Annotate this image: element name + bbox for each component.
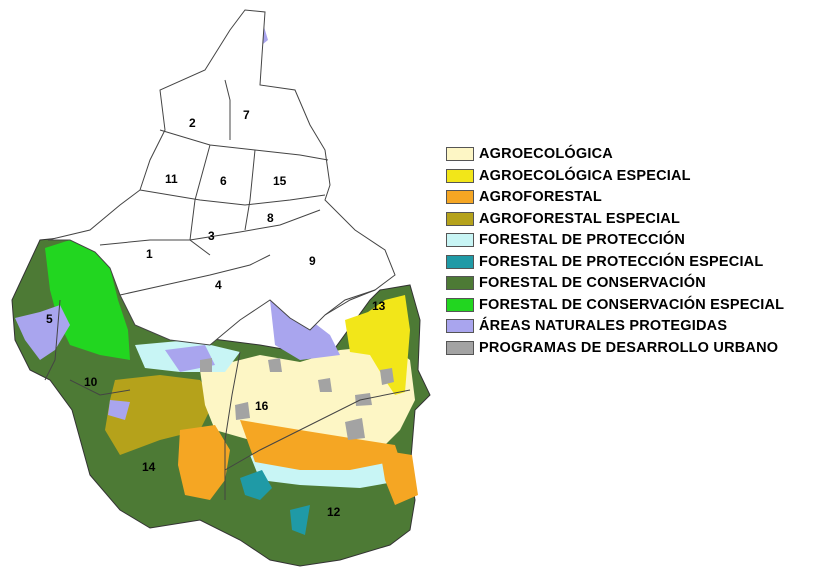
legend-label: AGROFORESTAL ESPECIAL xyxy=(479,210,681,227)
district-boundaries xyxy=(44,79,411,500)
district-label-1: 1 xyxy=(146,247,153,261)
legend-item: AGROFORESTAL xyxy=(446,187,826,209)
agroecologica-especial-area xyxy=(345,295,410,395)
legend-swatch xyxy=(446,190,474,204)
map-legend: AGROECOLÓGICA AGROECOLÓGICA ESPECIAL AGROF… xyxy=(446,144,826,359)
legend-label: FORESTAL DE PROTECCIÓN ESPECIAL xyxy=(479,253,764,270)
legend-label: ÁREAS NATURALES PROTEGIDAS xyxy=(479,318,728,334)
legend-swatch xyxy=(446,211,474,226)
legend-label: FORESTAL DE CONSERVACIÓN ESPECIAL xyxy=(479,296,785,313)
district-label-9: 9 xyxy=(309,254,316,268)
legend-label: FORESTAL DE CONSERVACIÓN xyxy=(479,275,706,291)
legend-item: FORESTAL DE CONSERVACIÓN xyxy=(446,273,826,295)
legend-label: FORESTAL DE PROTECCIÓN xyxy=(479,232,686,248)
legend-swatch xyxy=(446,147,474,161)
district-label-10: 10 xyxy=(84,375,98,389)
district-label-16: 16 xyxy=(255,399,269,413)
legend-item: FORESTAL DE PROTECCIÓN xyxy=(446,230,826,252)
district-label-3: 3 xyxy=(208,229,215,243)
district-label-6: 6 xyxy=(220,174,227,188)
legend-swatch xyxy=(446,276,474,290)
district-label-5: 5 xyxy=(46,312,53,326)
district-label-11: 11 xyxy=(165,172,178,186)
legend-item: FORESTAL DE CONSERVACIÓN ESPECIAL xyxy=(446,295,826,317)
legend-swatch xyxy=(446,297,474,312)
legend-swatch xyxy=(446,319,474,333)
legend-swatch xyxy=(446,254,474,269)
legend-swatch xyxy=(446,168,474,183)
district-label-7: 7 xyxy=(243,108,250,122)
district-label-12: 12 xyxy=(327,505,341,519)
legend-label: AGROECOLÓGICA xyxy=(479,146,613,162)
legend-item: AGROECOLÓGICA xyxy=(446,144,826,166)
legend-label: AGROFORESTAL xyxy=(479,189,602,205)
legend-item: AGROFORESTAL ESPECIAL xyxy=(446,209,826,231)
legend-item: FORESTAL DE PROTECCIÓN ESPECIAL xyxy=(446,252,826,274)
legend-swatch xyxy=(446,340,474,355)
agroforestal-area xyxy=(178,420,418,505)
legend-item: PROGRAMAS DE DESARROLLO URBANO xyxy=(446,338,826,360)
district-label-4: 4 xyxy=(215,278,222,292)
forestal-proteccion-especial-area xyxy=(240,470,310,535)
legend-swatch xyxy=(446,233,474,247)
district-labels: 1 2 3 4 5 6 7 8 9 10 11 12 13 14 15 16 xyxy=(46,108,386,519)
legend-label: PROGRAMAS DE DESARROLLO URBANO xyxy=(479,339,779,356)
legend-item: ÁREAS NATURALES PROTEGIDAS xyxy=(446,316,826,338)
legend-label: AGROECOLÓGICA ESPECIAL xyxy=(479,167,691,184)
legend-item: AGROECOLÓGICA ESPECIAL xyxy=(446,166,826,188)
urban-districts xyxy=(47,9,396,346)
district-label-14: 14 xyxy=(142,460,156,474)
district-label-8: 8 xyxy=(267,211,274,225)
district-label-15: 15 xyxy=(273,174,287,188)
agroforestal-especial-area xyxy=(105,375,215,455)
district-label-13: 13 xyxy=(372,299,386,313)
district-label-2: 2 xyxy=(189,116,196,130)
